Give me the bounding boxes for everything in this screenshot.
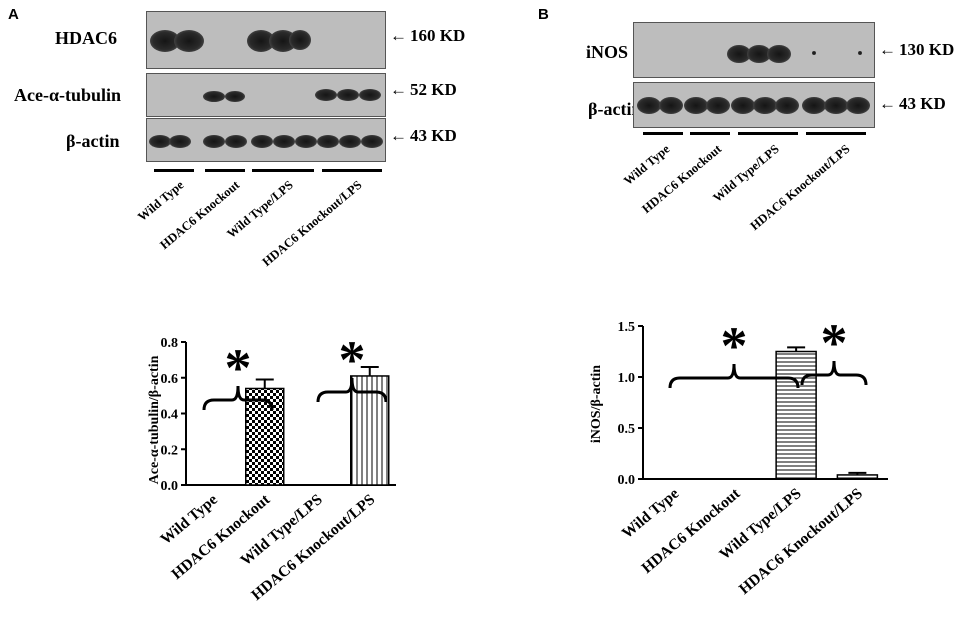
blot-b-row-inos	[633, 22, 875, 78]
band	[706, 97, 730, 114]
band	[289, 30, 311, 50]
lane-bar	[154, 169, 194, 172]
arrow-left-icon: ←	[390, 80, 407, 99]
lane-bar	[205, 169, 245, 172]
chart-a-ylabel: Ace-α-tubulin/β-actin	[147, 355, 162, 484]
y-tick-label: 0.2	[161, 443, 179, 458]
y-tick-label: 0.4	[161, 408, 179, 423]
bar-4	[836, 474, 879, 480]
band	[753, 97, 777, 114]
band	[339, 135, 361, 148]
band	[174, 30, 204, 52]
panel-b-letter: B	[538, 6, 549, 23]
band	[684, 97, 708, 114]
band	[846, 97, 870, 114]
band	[150, 30, 180, 52]
panel-a-letter: A	[8, 6, 19, 23]
band	[273, 135, 295, 148]
chart-b: iNOS/β-actin 0.0 0.5 1.0 1.5 Wild Type HDAC6 …	[589, 313, 888, 598]
lane-bar	[806, 132, 866, 135]
significance-bracket	[202, 385, 274, 411]
significance-asterisk: *	[721, 316, 748, 376]
band	[251, 135, 273, 148]
band	[747, 45, 771, 63]
blot-a-row-label-acetubulin: Ace-α-tubulin	[14, 85, 122, 105]
arrow-left-icon: ←	[390, 26, 407, 45]
significance-bracket	[316, 377, 388, 403]
band	[295, 135, 317, 148]
arrow-left-icon: ←	[879, 94, 896, 113]
band	[203, 135, 225, 148]
band	[315, 89, 337, 101]
blot-a-row-label-bactin: β-actin	[66, 131, 120, 151]
band	[225, 91, 245, 102]
band	[169, 135, 191, 148]
bar-2	[245, 387, 285, 486]
band	[767, 45, 791, 63]
bar-3	[775, 350, 817, 480]
blot-b-row-label-inos: iNOS	[586, 42, 629, 62]
y-tick-label: 0.8	[161, 336, 179, 351]
kd-label: 160 KD	[410, 26, 466, 45]
chart-a: Ace-α-tubulin/β-actin 0.00.20.40.60.8Wil…	[147, 330, 396, 604]
band	[775, 97, 799, 114]
blot-a-row-acetubulin	[146, 73, 386, 117]
blot-a-row-hdac6	[146, 11, 386, 69]
significance-asterisk: *	[225, 338, 252, 398]
significance-bracket	[668, 363, 800, 389]
band	[317, 135, 339, 148]
band	[812, 51, 816, 55]
band	[727, 45, 751, 63]
kd-label: 130 KD	[899, 40, 955, 59]
blot-b-row-label-bactin: β-actin	[588, 99, 642, 119]
blot-a-kd-43: ← 43 KD	[390, 126, 457, 146]
kd-label: 52 KD	[410, 80, 457, 99]
band	[361, 135, 383, 148]
y-tick-label: 0.6	[161, 372, 179, 387]
significance-asterisk: *	[339, 330, 366, 390]
band	[203, 91, 225, 102]
band	[824, 97, 848, 114]
band	[802, 97, 826, 114]
arrow-left-icon: ←	[390, 126, 407, 145]
blot-a-kd-52: ← 52 KD	[390, 80, 457, 100]
significance-bracket	[800, 360, 868, 386]
blot-b-kd-43: ← 43 KD	[879, 94, 946, 114]
band	[225, 135, 247, 148]
band	[247, 30, 275, 52]
kd-label: 43 KD	[410, 126, 457, 145]
blot-b-row-bactin	[633, 82, 875, 128]
band	[149, 135, 171, 148]
y-tick-label: 0.0	[161, 479, 179, 494]
x-category-label: HDAC6 Knockout/LPS	[736, 485, 866, 598]
blot-a-row-label-hdac6: HDAC6	[55, 28, 117, 48]
y-tick-label: 1.0	[618, 371, 636, 386]
blot-b-kd-130: ← 130 KD	[879, 40, 954, 60]
band	[858, 51, 862, 55]
y-tick-label: 0.0	[618, 473, 636, 488]
arrow-left-icon: ←	[879, 40, 896, 59]
x-category-label: Wild Type	[619, 485, 682, 542]
y-tick-label: 1.5	[618, 320, 636, 335]
x-category-label: HDAC6 Knockout	[168, 491, 274, 583]
blot-a-lane-label: Wild Type	[134, 177, 187, 224]
band	[637, 97, 661, 114]
band	[731, 97, 755, 114]
significance-asterisk: *	[821, 313, 848, 373]
kd-label: 43 KD	[899, 94, 946, 113]
band	[337, 89, 359, 101]
blot-a-row-bactin	[146, 118, 386, 162]
band	[659, 97, 683, 114]
band	[359, 89, 381, 101]
chart-b-ylabel: iNOS/β-actin	[589, 365, 604, 443]
blot-b-lane-label: Wild Type	[620, 141, 673, 188]
y-tick-label: 0.5	[618, 422, 636, 437]
lane-bar	[643, 132, 683, 135]
lane-bar	[738, 132, 798, 135]
lane-bar	[322, 169, 382, 172]
lane-bar	[690, 132, 730, 135]
lane-bar	[252, 169, 314, 172]
blot-a-kd-160: ← 160 KD	[390, 26, 465, 46]
